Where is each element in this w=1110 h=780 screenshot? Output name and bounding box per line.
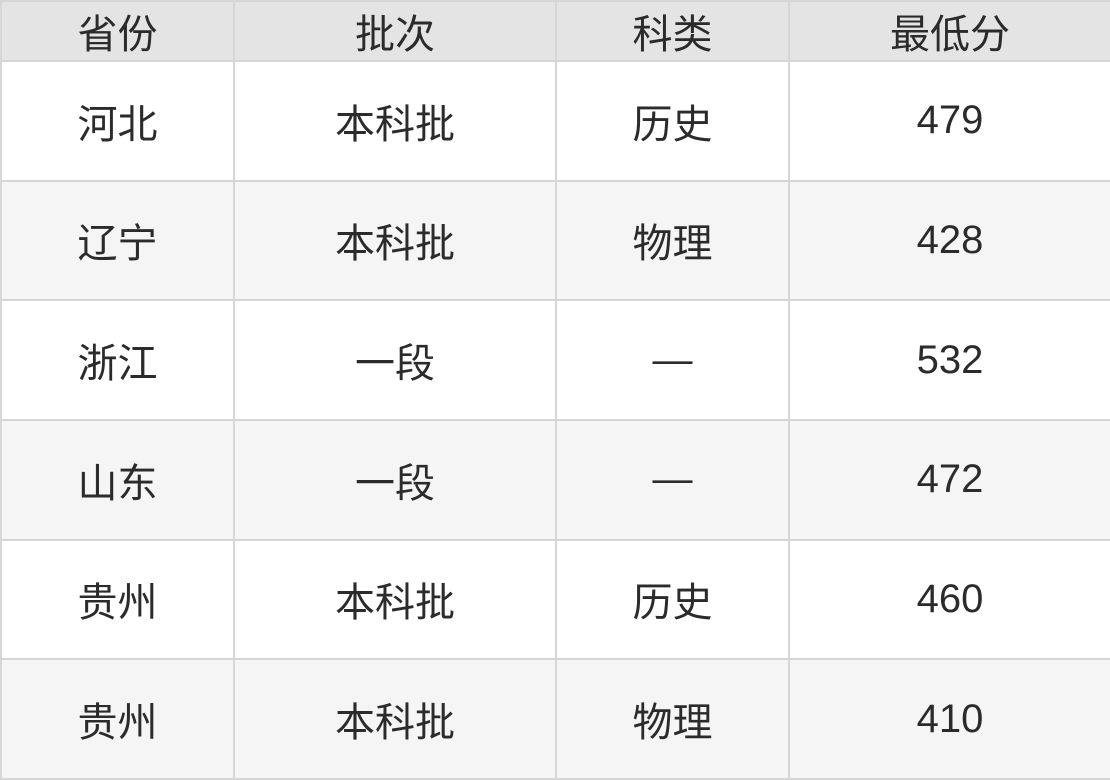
cell-min-score: 428 xyxy=(788,179,1110,302)
cell-subject: — xyxy=(555,418,790,541)
cell-subject: — xyxy=(555,299,790,421)
cell-province: 辽宁 xyxy=(0,179,235,302)
cell-min-score: 479 xyxy=(788,60,1110,182)
cell-province: 河北 xyxy=(0,60,235,182)
column-header-min-score: 最低分 xyxy=(788,0,1110,62)
table-row: 山东 一段 — 472 xyxy=(0,418,1110,541)
cell-province: 贵州 xyxy=(0,538,235,661)
cell-subject: 历史 xyxy=(555,60,790,182)
cell-batch: 一段 xyxy=(233,418,557,541)
cell-min-score: 460 xyxy=(788,538,1110,661)
cell-province: 山东 xyxy=(0,418,235,541)
cell-min-score: 472 xyxy=(788,418,1110,541)
table-row: 贵州 本科批 历史 460 xyxy=(0,538,1110,661)
cell-min-score: 532 xyxy=(788,299,1110,421)
cell-subject: 物理 xyxy=(555,658,790,780)
column-header-province: 省份 xyxy=(0,0,235,62)
header-row: 省份 批次 科类 最低分 xyxy=(0,0,1110,62)
cell-batch: 本科批 xyxy=(233,60,557,182)
table-row: 浙江 一段 — 532 xyxy=(0,299,1110,421)
column-header-batch: 批次 xyxy=(233,0,557,62)
cell-subject: 物理 xyxy=(555,179,790,302)
cell-batch: 本科批 xyxy=(233,538,557,661)
cell-province: 贵州 xyxy=(0,658,235,780)
cell-province: 浙江 xyxy=(0,299,235,421)
cell-subject: 历史 xyxy=(555,538,790,661)
table-row: 贵州 本科批 物理 410 xyxy=(0,658,1110,780)
cell-batch: 本科批 xyxy=(233,658,557,780)
column-header-subject: 科类 xyxy=(555,0,790,62)
cell-min-score: 410 xyxy=(788,658,1110,780)
table-row: 辽宁 本科批 物理 428 xyxy=(0,179,1110,302)
cell-batch: 一段 xyxy=(233,299,557,421)
table-row: 河北 本科批 历史 479 xyxy=(0,60,1110,182)
cell-batch: 本科批 xyxy=(233,179,557,302)
